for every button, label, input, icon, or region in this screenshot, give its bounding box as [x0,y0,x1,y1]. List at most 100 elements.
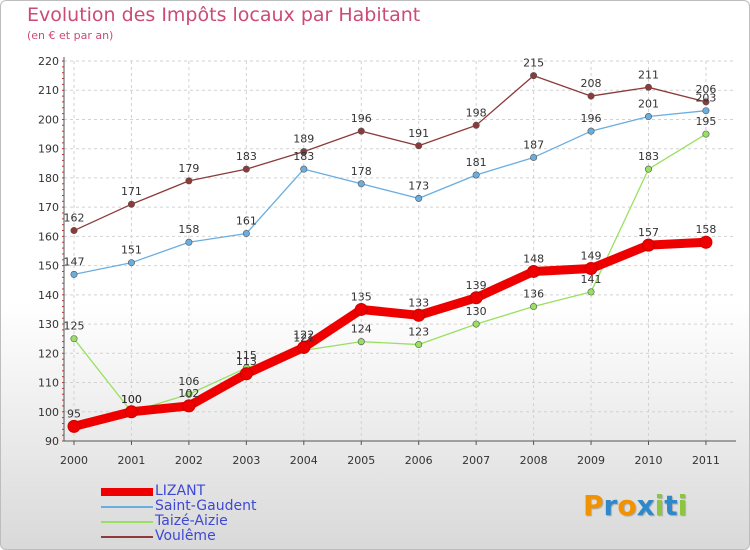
x-tick-label: 2001 [117,454,145,467]
x-tick-label: 2000 [60,454,88,467]
series-line-lizant [69,237,711,431]
data-label: 189 [293,133,314,146]
chart-title: Evolution des Impôts locaux par Habitant [27,4,421,26]
legend-item: Taizé-Aizie [101,513,361,530]
data-point [357,180,365,188]
y-tick-label: 220 [38,55,59,68]
data-label: 196 [581,112,602,125]
data-label: 183 [293,150,314,163]
data-point [297,340,311,354]
logo-letter: t [664,489,678,522]
data-label: 196 [351,112,372,125]
data-label: 158 [178,223,199,236]
data-label: 183 [236,150,257,163]
x-tick-label: 2010 [635,454,663,467]
data-label: 183 [638,150,659,163]
legend-item: Saint-Gaudent [101,498,361,515]
y-tick-label: 90 [45,435,59,448]
logo-letter: P [583,489,604,522]
data-point [127,259,135,267]
data-label: 181 [466,156,487,169]
data-label: 133 [408,296,429,309]
y-tick-label: 130 [38,318,59,331]
data-label: 208 [581,77,602,90]
data-label: 171 [121,185,142,198]
logo-letter: i [654,489,665,522]
data-label: 135 [351,290,372,303]
data-label: 141 [581,273,602,286]
y-tick-label: 210 [38,84,59,97]
data-point [185,390,193,398]
legend-label: Saint-Gaudent [155,498,257,514]
data-point [472,320,480,328]
x-tick-label: 2011 [692,454,720,467]
y-tick-label: 100 [38,406,59,419]
data-label: 195 [695,115,716,128]
data-label: 191 [408,127,429,140]
data-label: 157 [638,226,659,239]
data-label: 206 [695,83,716,96]
data-point [300,148,308,156]
x-tick-label: 2005 [347,454,375,467]
data-label: 139 [466,279,487,292]
data-label: 136 [523,288,544,301]
data-point [642,238,655,252]
data-point [587,92,595,100]
data-label: 121 [293,331,314,344]
data-point [357,338,365,346]
data-point [354,302,368,316]
data-point [702,107,710,115]
series-line-saint-gaudent [73,110,707,276]
data-point [644,113,652,121]
y-tick-label: 200 [38,113,59,126]
data-point [527,264,541,278]
data-label: 125 [64,320,85,333]
x-tick-label: 2009 [577,454,605,467]
data-point [415,142,423,150]
legend-label: Taizé-Aizie [155,513,228,529]
data-label: 215 [523,57,544,70]
data-point [415,194,423,202]
data-point [584,262,598,276]
data-point [127,200,135,208]
x-tick-label: 2007 [462,454,490,467]
x-tick-label: 2002 [175,454,203,467]
y-tick-label: 110 [38,377,59,390]
y-tick-label: 190 [38,143,59,156]
data-point [357,127,365,135]
data-point [185,238,193,246]
data-point [242,165,250,173]
data-label: 115 [236,349,257,362]
data-label: 203 [695,92,716,105]
legend-swatch [101,521,153,523]
data-point [185,177,193,185]
data-point [702,98,710,106]
data-point [530,72,538,80]
data-label: 100 [121,393,142,406]
data-label: 123 [408,326,429,339]
y-tick-label: 140 [38,289,59,302]
data-point [699,235,713,249]
y-tick-label: 150 [38,260,59,273]
logo-letter: o [617,489,637,522]
data-label: 162 [64,212,85,225]
data-point [587,288,595,296]
data-label: 130 [466,305,487,318]
data-point [530,303,538,311]
data-label: 147 [64,255,85,268]
data-label: 178 [351,165,372,178]
chart-legend: LIZANT Saint-Gaudent Taizé-Aizie Voulême [101,483,361,545]
data-label: 211 [638,68,659,81]
data-point [242,229,250,237]
legend-swatch [101,506,153,508]
x-tick-label: 2008 [520,454,548,467]
data-label: 149 [581,250,602,263]
y-tick-label: 170 [38,201,59,214]
data-point [300,165,308,173]
data-point [70,227,78,235]
logo-letter: i [677,489,688,522]
x-tick-label: 2003 [232,454,260,467]
data-point [70,270,78,278]
data-label: 95 [67,407,81,420]
data-label: 148 [523,252,544,265]
